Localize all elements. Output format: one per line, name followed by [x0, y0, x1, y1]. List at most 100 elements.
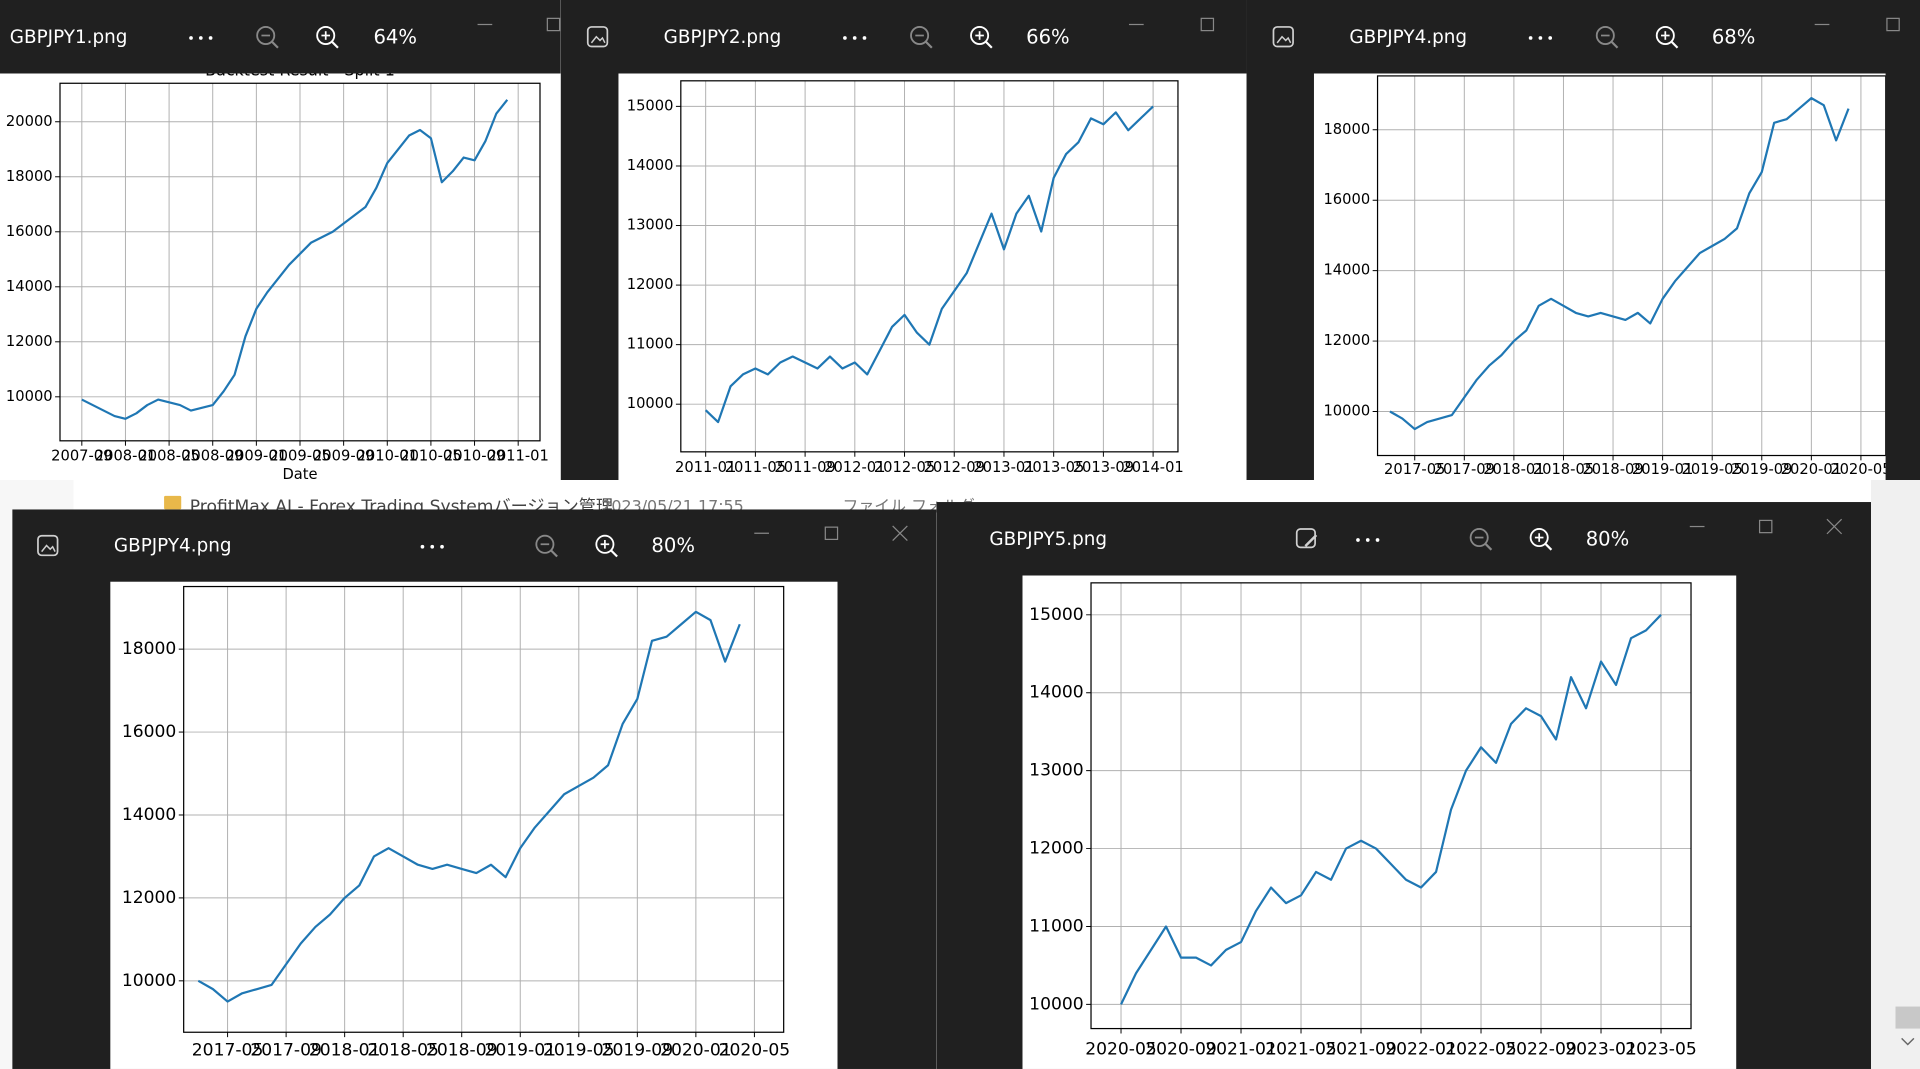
- zoom-in-button[interactable]: [970, 26, 993, 49]
- y-tick-label: 14000: [6, 278, 53, 295]
- maximize-button[interactable]: [546, 17, 561, 32]
- handle: [1484, 542, 1493, 551]
- icon-frame: [37, 534, 59, 557]
- more-button[interactable]: [420, 544, 444, 549]
- x-tick-label: 2012-09: [924, 459, 985, 476]
- x-tick-label: 2007-09: [51, 448, 112, 465]
- zoom-in-button[interactable]: [1529, 528, 1553, 551]
- more-button[interactable]: [1528, 36, 1553, 40]
- dot: [198, 36, 203, 40]
- photo-window: GBPJPY5.png 80% 10000 11000 12000 13000 14000 1…: [936, 502, 1872, 1069]
- lens: [970, 26, 990, 46]
- zoom-level: 68%: [1712, 25, 1756, 48]
- handle: [610, 549, 618, 558]
- dot: [430, 544, 435, 549]
- equity-line: [1120, 614, 1662, 1005]
- app-icon: [37, 534, 59, 557]
- y-tick-label: 11000: [627, 336, 674, 353]
- zoom-in-button[interactable]: [595, 534, 618, 558]
- icon-mountain: [590, 35, 606, 44]
- maximize-button[interactable]: [1200, 17, 1215, 32]
- zoom-in-button[interactable]: [316, 26, 339, 49]
- x-tick-label: 2018-01: [1483, 461, 1544, 478]
- equity-line: [81, 99, 509, 420]
- icon-mountain: [1276, 35, 1292, 44]
- x-tick-label: 2011-09: [774, 459, 835, 476]
- window-title: GBPJPY4.png: [114, 536, 232, 557]
- edit-button[interactable]: [1295, 528, 1318, 549]
- dot: [1548, 36, 1553, 40]
- equity-line: [704, 105, 1154, 424]
- x-tick-label: 2023-01: [1565, 1039, 1637, 1059]
- dot: [440, 544, 444, 549]
- zoom-out-button[interactable]: [256, 26, 279, 49]
- x-tick-label: 2009-05: [269, 448, 330, 465]
- x-tick-label: 2017-05: [1384, 461, 1445, 478]
- handle: [271, 40, 279, 49]
- x-tick-label: 2018-09: [426, 1041, 498, 1061]
- y-tick-label: 15000: [1029, 605, 1083, 625]
- handle: [550, 549, 558, 558]
- window-title: GBPJPY4.png: [1349, 27, 1467, 48]
- dot: [852, 36, 857, 40]
- x-tick-label: 2018-05: [1533, 461, 1594, 478]
- plot-frame: [1090, 582, 1692, 1030]
- y-tick-label: 14000: [1323, 262, 1370, 279]
- close-button[interactable]: [1826, 518, 1843, 535]
- window-title: GBPJPY5.png: [989, 529, 1107, 550]
- y-tick-label: 16000: [122, 722, 176, 742]
- lens: [1529, 528, 1549, 548]
- scroll-track: [1871, 480, 1920, 1069]
- y-tick-label: 20000: [6, 113, 53, 130]
- y-tick-label: 16000: [6, 223, 53, 240]
- x-tick-label: 2013-01: [973, 459, 1034, 476]
- plot-frame: [1376, 75, 1886, 457]
- y-tick-label: 10000: [122, 971, 176, 991]
- x-tick-label: 2010-09: [444, 448, 505, 465]
- dot: [1375, 538, 1380, 542]
- handle: [1670, 40, 1679, 49]
- x-tick-label: 2010-01: [357, 448, 418, 465]
- chart-title: Backtest Result - Split 1: [205, 61, 395, 80]
- more-button[interactable]: [189, 36, 213, 40]
- x-tick-label: 2018-05: [367, 1041, 439, 1061]
- maximize-button[interactable]: [1886, 17, 1900, 32]
- zoom-in-button[interactable]: [1655, 26, 1679, 49]
- close-button[interactable]: [892, 525, 908, 542]
- x-tick-label: 2019-01: [1632, 461, 1693, 478]
- more-button[interactable]: [1356, 538, 1380, 542]
- photo-window: GBPJPY4.png 80% 10000 12000 14000 16000 18000 2…: [12, 509, 937, 1069]
- x-tick-label: 2022-05: [1445, 1039, 1517, 1059]
- scroll-arrow[interactable]: [1901, 1037, 1915, 1046]
- zoom-out-button[interactable]: [910, 26, 933, 49]
- zoom-out-button[interactable]: [1595, 26, 1619, 49]
- maximize-button[interactable]: [1758, 519, 1773, 534]
- x-tick-label: 2020-01: [660, 1041, 732, 1061]
- dot: [420, 544, 425, 549]
- image-view: 1000012000140001600018000200002007-09200…: [0, 61, 561, 480]
- x-tick-label: 2021-05: [1265, 1039, 1337, 1059]
- zoom-out-button[interactable]: [1469, 528, 1493, 551]
- more-button[interactable]: [843, 36, 867, 40]
- lens: [1655, 26, 1675, 46]
- dot: [189, 36, 193, 40]
- plot-frame: [680, 80, 1179, 453]
- x-tick-label: 2019-05: [1682, 461, 1743, 478]
- maximize-button[interactable]: [824, 526, 839, 541]
- icon-frame: [1272, 26, 1294, 48]
- lens: [1469, 528, 1489, 548]
- zoom-out-button[interactable]: [535, 534, 558, 558]
- x-tick-label: 2020-05: [719, 1041, 791, 1061]
- icon-mountain: [41, 544, 56, 553]
- lens: [535, 534, 555, 554]
- folder-icon: [164, 495, 182, 510]
- y-tick-label: 14000: [1029, 683, 1083, 703]
- scroll-thumb[interactable]: [1895, 1006, 1920, 1029]
- zoom-level: 80%: [651, 534, 695, 557]
- y-tick-label: 18000: [1323, 121, 1370, 138]
- plot-frame: [59, 82, 541, 442]
- y-tick-label: 10000: [1323, 402, 1370, 419]
- equity-line: [197, 610, 741, 1003]
- image-view: 1000011000120001300014000150002011-01201…: [618, 73, 1247, 480]
